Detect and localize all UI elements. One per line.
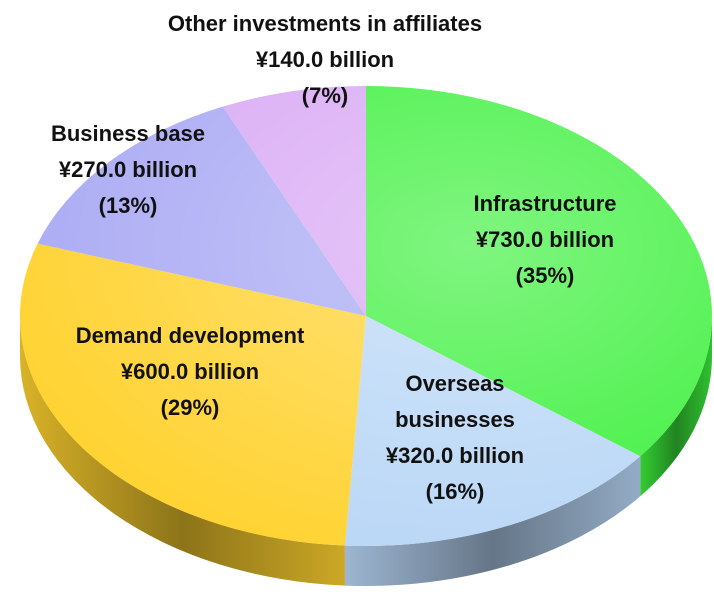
percentage-label: (7%) [301, 83, 349, 108]
slice-label: Demand development ¥600.0 billion (29%) [30, 318, 350, 426]
slice-label: Other investments in affiliates ¥140.0 bi… [115, 6, 535, 114]
percentage-label: (16%) [425, 479, 485, 504]
value-label: ¥320.0 billion [385, 443, 525, 468]
slice-label: Business base ¥270.0 billion (13%) [8, 116, 248, 224]
value-label: ¥140.0 billion [255, 47, 395, 72]
slice-side-shade [344, 456, 641, 587]
slice-label: Infrastructure ¥730.0 billion (35%) [425, 186, 665, 294]
percentage-label: (13%) [98, 193, 158, 218]
value-label: ¥270.0 billion [58, 157, 198, 182]
value-label: ¥730.0 billion [475, 227, 615, 252]
slice-label: Overseas businesses ¥320.0 billion (16%) [375, 366, 535, 510]
category-label: Infrastructure [473, 191, 617, 216]
percentage-label: (35%) [515, 263, 575, 288]
category-label: Other investments in affiliates [167, 11, 483, 36]
value-label: ¥600.0 billion [120, 359, 260, 384]
category-label: Overseas businesses [395, 371, 515, 432]
percentage-label: (29%) [160, 395, 220, 420]
category-label: Business base [50, 121, 206, 146]
category-label: Demand development [75, 323, 305, 348]
